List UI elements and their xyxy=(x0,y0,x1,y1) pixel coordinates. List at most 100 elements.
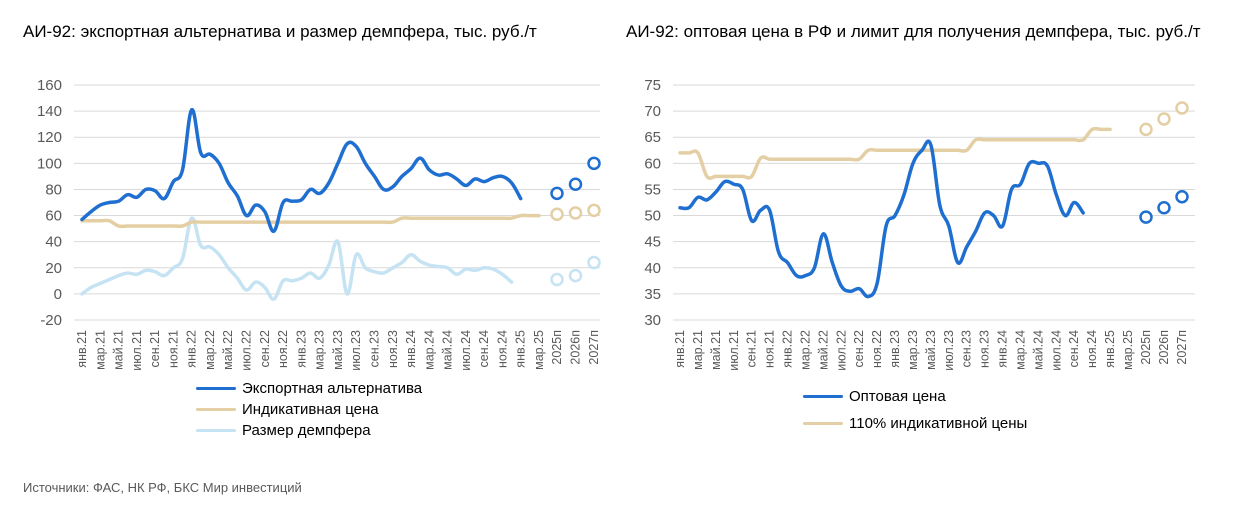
legend-label: Экспортная альтернатива xyxy=(242,380,423,397)
forecast-point-1 xyxy=(568,177,583,191)
x-tick-label: мар.22 xyxy=(798,330,812,370)
x-tick-label: янв.23 xyxy=(294,330,308,368)
legend-item: Индикативная цена xyxy=(196,399,422,420)
x-tick-label: мар.24 xyxy=(1014,330,1028,370)
x-tick-label: май.23 xyxy=(924,330,938,370)
legend-swatch xyxy=(196,387,236,390)
source-note: Источники: ФАС, НК РФ, БКС Мир инвестици… xyxy=(23,480,302,495)
y-tick-label: 160 xyxy=(37,77,62,94)
forecast-point-2 xyxy=(1139,122,1153,137)
forecast-point-1 xyxy=(587,156,601,171)
legend-swatch xyxy=(196,408,236,411)
forecast-point-2 xyxy=(550,207,564,221)
legend-label: 110% индикативной цены xyxy=(849,415,1028,432)
y-tick-label: 55 xyxy=(644,181,661,198)
x-tick-label: май.23 xyxy=(331,330,345,370)
x-tick-label: ноя.24 xyxy=(495,330,509,368)
x-tick-label: ноя.23 xyxy=(386,330,400,368)
forecast-point-2 xyxy=(587,203,601,218)
legend-label: Оптовая цена xyxy=(849,388,946,405)
series-line-1 xyxy=(80,108,523,233)
forecast-point-1 xyxy=(1139,210,1153,224)
y-tick-label: 120 xyxy=(37,129,62,146)
forecast-point-2 xyxy=(568,206,583,220)
x-tick-label: ноя.21 xyxy=(763,330,777,368)
x-tick-label: июл.22 xyxy=(834,330,848,371)
x-tick-label: май.21 xyxy=(112,330,126,370)
legend-label: Размер демпфера xyxy=(242,422,371,439)
x-tick-label: 2026п xyxy=(569,330,583,365)
x-tick-label: июл.24 xyxy=(459,330,473,371)
x-tick-label: июл.22 xyxy=(240,330,254,371)
x-tick-label: 2025п xyxy=(550,330,564,365)
x-tick-label: мар.23 xyxy=(906,330,920,370)
x-tick-label: сен.23 xyxy=(368,330,382,368)
x-tick-label: ноя.23 xyxy=(978,330,992,368)
y-tick-label: 60 xyxy=(644,155,661,172)
y-tick-label: 20 xyxy=(45,260,62,277)
x-tick-label: 2025п xyxy=(1139,330,1153,365)
y-tick-label: 45 xyxy=(644,234,661,251)
forecast-point-3 xyxy=(587,255,601,270)
series-line-2 xyxy=(678,126,1112,180)
x-tick-label: 2026п xyxy=(1157,330,1171,365)
x-tick-label: янв.24 xyxy=(996,330,1010,368)
y-tick-label: 40 xyxy=(644,260,661,277)
y-tick-label: 60 xyxy=(45,208,62,225)
x-tick-label: янв.24 xyxy=(404,330,418,368)
y-tick-label: 35 xyxy=(644,286,661,303)
left-line-chart: -20 0 20 40 60 80 100 120 140 160 янв.21 мар.21 май.… xyxy=(37,77,601,371)
x-tick-label: сен.21 xyxy=(745,330,759,368)
y-tick-label: 100 xyxy=(37,155,62,172)
legend-label: Индикативная цена xyxy=(242,401,379,418)
legend-swatch xyxy=(196,429,236,432)
x-tick-label: ноя.24 xyxy=(1085,330,1099,368)
y-tick-label: 40 xyxy=(45,234,62,251)
y-tick-label: 30 xyxy=(644,312,661,329)
x-tick-label: сен.23 xyxy=(960,330,974,368)
x-tick-label: ноя.22 xyxy=(276,330,290,368)
x-tick-label: июл.23 xyxy=(942,330,956,371)
x-tick-label: ноя.21 xyxy=(166,330,180,368)
left-chart-legend: Экспортная альтернатива Индикативная цена… xyxy=(196,378,422,441)
x-tick-label: июл.21 xyxy=(130,330,144,371)
x-tick-label: сен.22 xyxy=(258,330,272,368)
legend-item: 110% индикативной цены xyxy=(803,413,1027,434)
x-tick-label: мар.25 xyxy=(1121,330,1135,370)
x-tick-label: май.24 xyxy=(441,330,455,370)
x-tick-label: май.22 xyxy=(816,330,830,370)
x-tick-label: янв.21 xyxy=(673,330,687,368)
x-tick-label: мар.24 xyxy=(422,330,436,370)
legend-item: Оптовая цена xyxy=(803,386,1027,407)
x-tick-label: мар.23 xyxy=(313,330,327,370)
left-chart-title: АИ-92: экспортная альтернатива и размер … xyxy=(23,22,537,41)
x-tick-label: янв.25 xyxy=(514,330,528,368)
x-tick-label: июл.21 xyxy=(727,330,741,371)
x-tick-label: сен.24 xyxy=(477,330,491,368)
x-tick-label: ноя.22 xyxy=(870,330,884,368)
right-chart-legend: Оптовая цена 110% индикативной цены xyxy=(803,386,1027,434)
forecast-point-3 xyxy=(550,272,564,287)
y-tick-label: 0 xyxy=(54,286,62,303)
y-tick-label: 80 xyxy=(45,181,62,198)
legend-item: Размер демпфера xyxy=(196,420,422,441)
forecast-point-1 xyxy=(550,186,564,201)
x-tick-label: июл.24 xyxy=(1049,330,1063,371)
y-tick-label: -20 xyxy=(40,312,62,329)
x-tick-label: мар.21 xyxy=(691,330,705,370)
y-tick-label: 75 xyxy=(644,77,661,94)
x-tick-label: янв.23 xyxy=(888,330,902,368)
x-tick-label: май.22 xyxy=(221,330,235,370)
x-tick-label: май.24 xyxy=(1031,330,1045,370)
y-tick-label: 50 xyxy=(644,208,661,225)
x-tick-label: май.21 xyxy=(709,330,723,370)
x-tick-label: янв.22 xyxy=(185,330,199,368)
x-tick-label: мар.25 xyxy=(532,330,546,370)
forecast-point-1 xyxy=(1157,200,1171,215)
legend-swatch xyxy=(803,422,843,425)
x-tick-label: 2027п xyxy=(1175,330,1189,365)
series-line-1 xyxy=(678,139,1085,299)
legend-item: Экспортная альтернатива xyxy=(196,378,422,399)
right-chart-title: АИ-92: оптовая цена в РФ и лимит для пол… xyxy=(626,22,1201,41)
